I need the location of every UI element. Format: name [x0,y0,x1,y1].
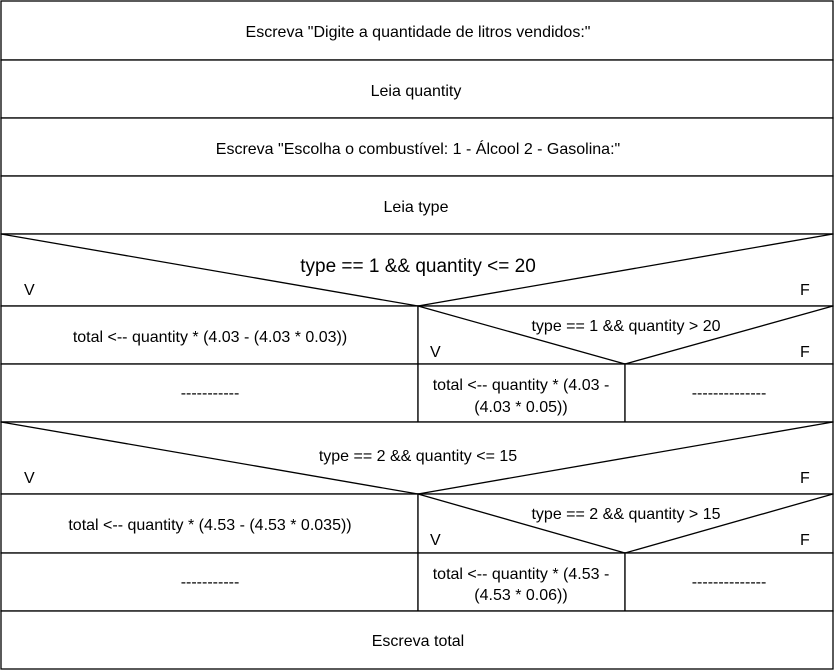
write-total-box [0,610,834,670]
decision1-left-diagonal [0,233,419,307]
write-type-prompt-text: Escreva "Escolha o combustível: 1 - Álco… [216,139,620,158]
decision2-nested-false-action: -------------- [692,574,767,591]
write-quantity-prompt-box [0,0,834,61]
decision1-nested-true-label: V [430,344,441,361]
decision2-nested-true-action-line2: (4.53 * 0.06)) [474,587,567,604]
decision1-nested-true-action-line1: total <-- quantity * (4.03 - [433,377,610,394]
decision1-nested-right-diagonal [624,305,834,365]
decision2-nested-condition: type == 2 && quantity > 15 [531,506,720,523]
decision1-condition: type == 1 && quantity <= 20 [300,256,536,277]
decision2-box [0,421,834,495]
read-type-text: Leia type [384,199,449,216]
read-type-box [0,175,834,235]
decision1-box [0,233,834,307]
decision1-false-label: F [800,282,810,299]
decision2-true-action-box [0,493,419,554]
decision2-left-diagonal [0,421,419,495]
write-quantity-prompt-text: Escreva "Digite a quantidade de litros v… [246,24,591,41]
decision2-true-label: V [24,470,35,487]
decision1-nested-false-action-box [624,363,834,423]
write-type-prompt-box [0,117,834,177]
read-quantity-text: Leia quantity [371,83,462,100]
decision1-nested-false-label: F [800,344,810,361]
decision1-nested-left-diagonal [417,305,626,365]
decision1-nested-false-action: -------------- [692,385,767,402]
decision1-nested-condition: type == 1 && quantity > 20 [531,318,720,335]
decision1-empty-action: ----------- [181,385,240,402]
decision2-nested-right-diagonal [624,493,834,554]
decision1-nested-true-action-line2: (4.03 * 0.05)) [474,399,567,416]
decision2-empty-box [0,552,419,612]
decision1-right-diagonal [417,233,834,307]
decision2-condition: type == 2 && quantity <= 15 [319,448,517,465]
decision2-right-diagonal [417,421,834,495]
decision2-nested-true-label: V [430,532,441,549]
decision2-empty-action: ----------- [181,574,240,591]
decision2-nested-true-action-line1: total <-- quantity * (4.53 - [433,566,610,583]
decision1-true-label: V [24,282,35,299]
decision2-false-label: F [800,470,810,487]
decision1-nested-box [417,305,834,365]
read-quantity-box [0,59,834,119]
decision2-nested-box [417,493,834,554]
decision1-true-action-box [0,305,419,365]
write-total-text: Escreva total [372,633,464,650]
decision1-true-action: total <-- quantity * (4.03 - (4.03 * 0.0… [73,329,347,346]
decision2-nested-false-label: F [800,532,810,549]
decision2-nested-left-diagonal [417,493,626,554]
decision2-nested-false-action-box [624,552,834,612]
decision2-true-action: total <-- quantity * (4.53 - (4.53 * 0.0… [68,517,351,534]
